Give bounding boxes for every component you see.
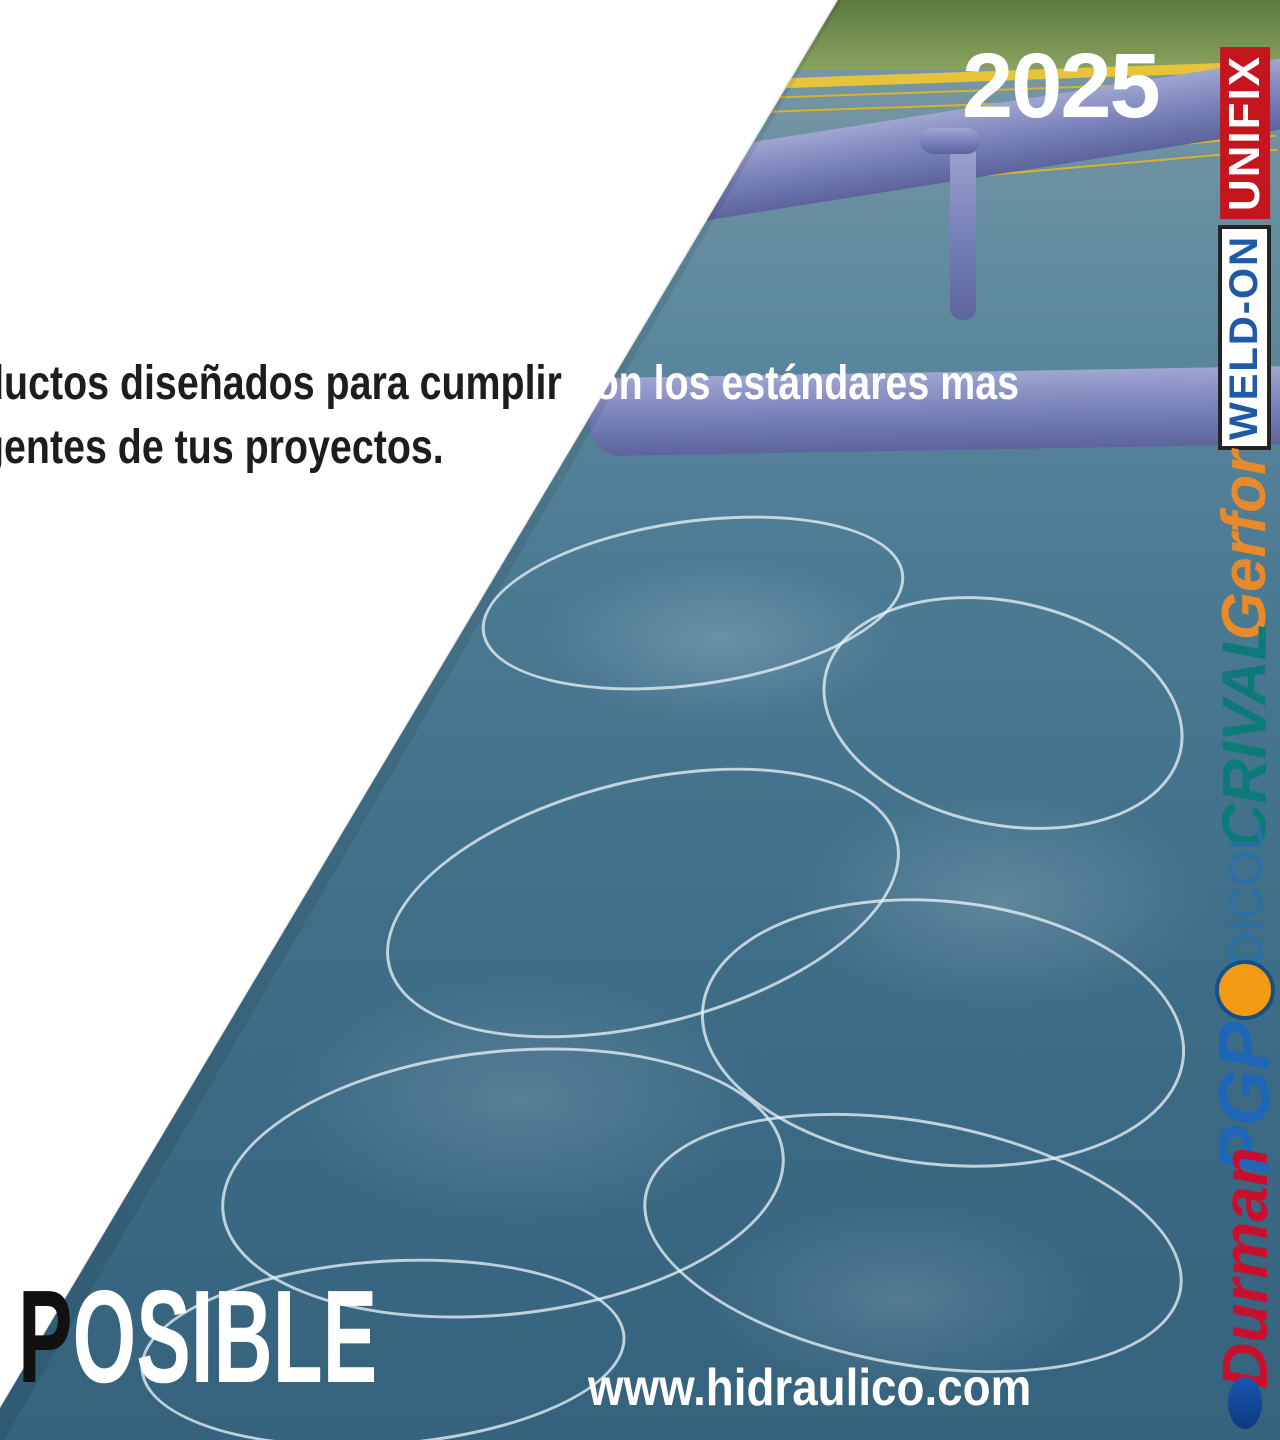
dicol-emblem-icon: [1210, 960, 1280, 1020]
dicol-logo: DICOL: [1219, 824, 1271, 966]
headline-first-letter: P: [18, 1263, 73, 1410]
durman-logo: Durman: [1209, 1146, 1280, 1389]
crival-logo: CRIVAL: [1210, 621, 1280, 849]
tagline-line-2: gentes de tus proyectos.: [0, 421, 444, 474]
tagline-line-1-dark: ductos diseñados para cumplir: [0, 357, 562, 410]
tagline: ductos diseñados para cumplir con los es…: [0, 352, 1019, 480]
tagline-line-1: ductos diseñados para cumplir con los es…: [0, 352, 1019, 416]
blue-ocean-drop-icon: [1210, 1365, 1280, 1440]
gerfor-logo: Gerfor: [1210, 450, 1280, 640]
website-link[interactable]: www.hidraulico.com: [588, 1359, 1032, 1417]
vertical-pipe: [950, 140, 976, 320]
headline: POSIBLE: [18, 1271, 377, 1403]
year-label: 2025: [962, 35, 1161, 137]
pipe-elbow: [920, 128, 980, 154]
weldon-logo: WELD-ON: [1210, 224, 1280, 451]
unifix-logo: UNIFIX: [1210, 40, 1280, 225]
headline-rest: OSIBLE: [72, 1263, 378, 1410]
tagline-line-1-light: con los estándares mas: [561, 357, 1020, 410]
brand-logo-column: UNIFIX WELD-ON Gerfor CRIVAL DICOL PGP D…: [1205, 30, 1280, 1440]
